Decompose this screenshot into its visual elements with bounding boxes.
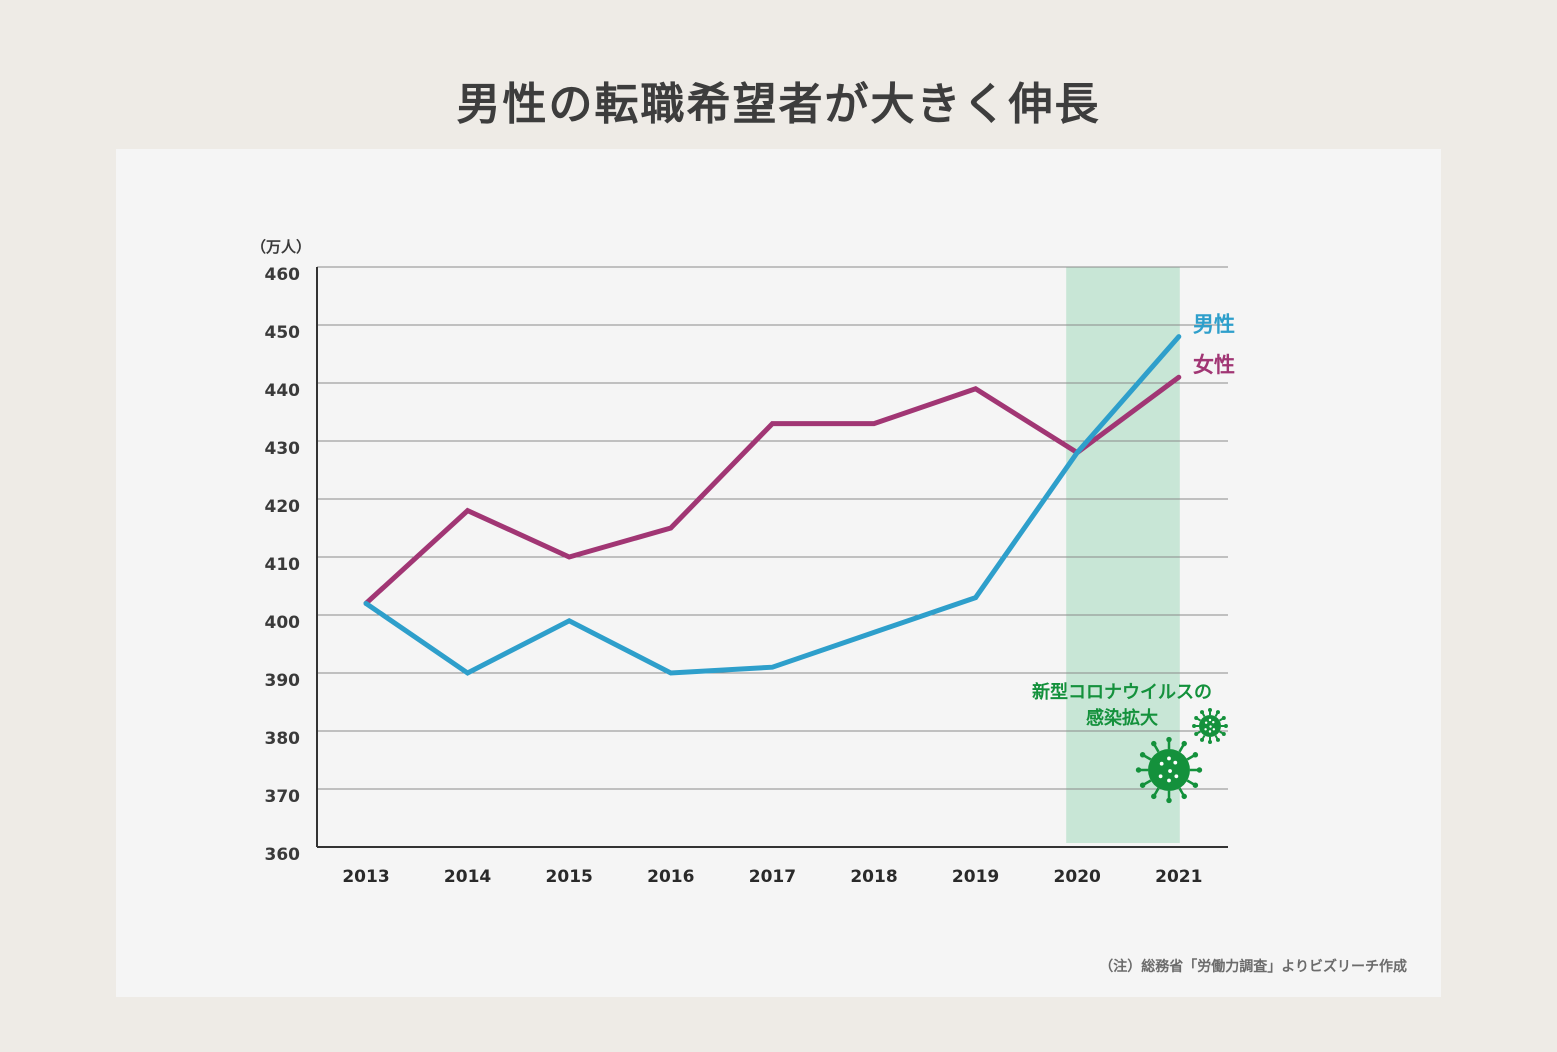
x-tick-label: 2021: [1155, 867, 1202, 887]
virus-dot: [1158, 774, 1163, 779]
series-label-female: 女性: [1193, 353, 1235, 377]
virus-spike-tip: [1151, 740, 1157, 747]
virus-spike-tip: [1192, 782, 1199, 788]
virus-dot: [1208, 718, 1212, 722]
y-tick-label: 430: [265, 439, 301, 459]
virus-spike-tip: [1139, 782, 1146, 788]
virus-dot: [1212, 720, 1215, 724]
series-label-male: 男性: [1193, 313, 1235, 337]
chart-title: 男性の転職希望者が大きく伸長: [456, 79, 1101, 130]
x-tick-label: 2013: [342, 867, 389, 887]
y-tick-label: 360: [265, 845, 301, 865]
virus-dot: [1209, 725, 1212, 728]
x-tick-label: 2020: [1054, 867, 1101, 887]
x-tick-label: 2016: [647, 867, 694, 887]
y-tick-label: 370: [265, 787, 301, 807]
virus-dot: [1167, 756, 1171, 761]
x-tick-label: 2018: [850, 867, 897, 887]
y-tick-label: 440: [265, 381, 301, 401]
virus-spike-tip: [1221, 716, 1226, 721]
source-note: （注）総務省「労働力調査」よりビズリーチ作成: [1099, 959, 1407, 975]
virus-spike-tip: [1135, 767, 1142, 773]
virus-spike-tip: [1200, 737, 1205, 742]
virus-spike-tip: [1139, 752, 1146, 758]
x-tick-label: 2015: [546, 867, 593, 887]
virus-dot: [1168, 769, 1172, 773]
virus-dot: [1204, 721, 1208, 724]
virus-spike-tip: [1215, 737, 1220, 742]
virus-icon-large: [1135, 736, 1203, 804]
virus-dot: [1167, 778, 1171, 783]
y-tick-label: 390: [265, 671, 301, 691]
covid-label-line1: 新型コロナウイルスの: [1032, 681, 1212, 703]
virus-dot: [1204, 728, 1207, 731]
virus-dot: [1208, 730, 1212, 733]
virus-spike-tip: [1221, 731, 1226, 736]
virus-spike-tip: [1192, 752, 1199, 758]
virus-spike-tip: [1181, 740, 1187, 747]
highlight-band: [1066, 267, 1180, 843]
series-line-male: [363, 334, 1182, 676]
x-tick-label: 2014: [444, 867, 491, 887]
covid-label-line2: 感染拡大: [1086, 707, 1158, 729]
virus-spike-tip: [1215, 710, 1220, 715]
virus-spike-tip: [1192, 724, 1197, 728]
x-tick-label: 2019: [952, 867, 999, 887]
virus-spike-tip: [1194, 716, 1199, 721]
virus-spike-tip: [1166, 797, 1172, 804]
virus-dot: [1212, 728, 1216, 731]
y-axis-unit-label: （万人）: [251, 238, 311, 256]
y-tick-label: 380: [265, 729, 301, 749]
virus-dot: [1173, 760, 1178, 765]
virus-spike-tip: [1208, 708, 1212, 713]
y-tick-label: 460: [265, 265, 301, 285]
virus-spike-tip: [1223, 724, 1228, 728]
y-tick-label: 410: [265, 555, 301, 575]
virus-dot: [1174, 774, 1179, 779]
y-tick-label: 450: [265, 323, 301, 343]
y-tick-label: 400: [265, 613, 301, 633]
virus-spike-tip: [1166, 736, 1172, 743]
series-line-female: [363, 374, 1182, 606]
x-tick-label: 2017: [749, 867, 796, 887]
virus-spike-tip: [1181, 793, 1187, 800]
chart-panel: [116, 149, 1441, 997]
virus-spike-tip: [1194, 731, 1199, 736]
virus-dot: [1159, 761, 1164, 766]
virus-icon-small: [1192, 708, 1228, 744]
virus-spike-tip: [1200, 710, 1205, 715]
virus-spike-tip: [1196, 767, 1203, 773]
virus-spike-tip: [1151, 793, 1157, 800]
virus-spike-tip: [1208, 739, 1212, 744]
y-tick-label: 420: [265, 497, 301, 517]
